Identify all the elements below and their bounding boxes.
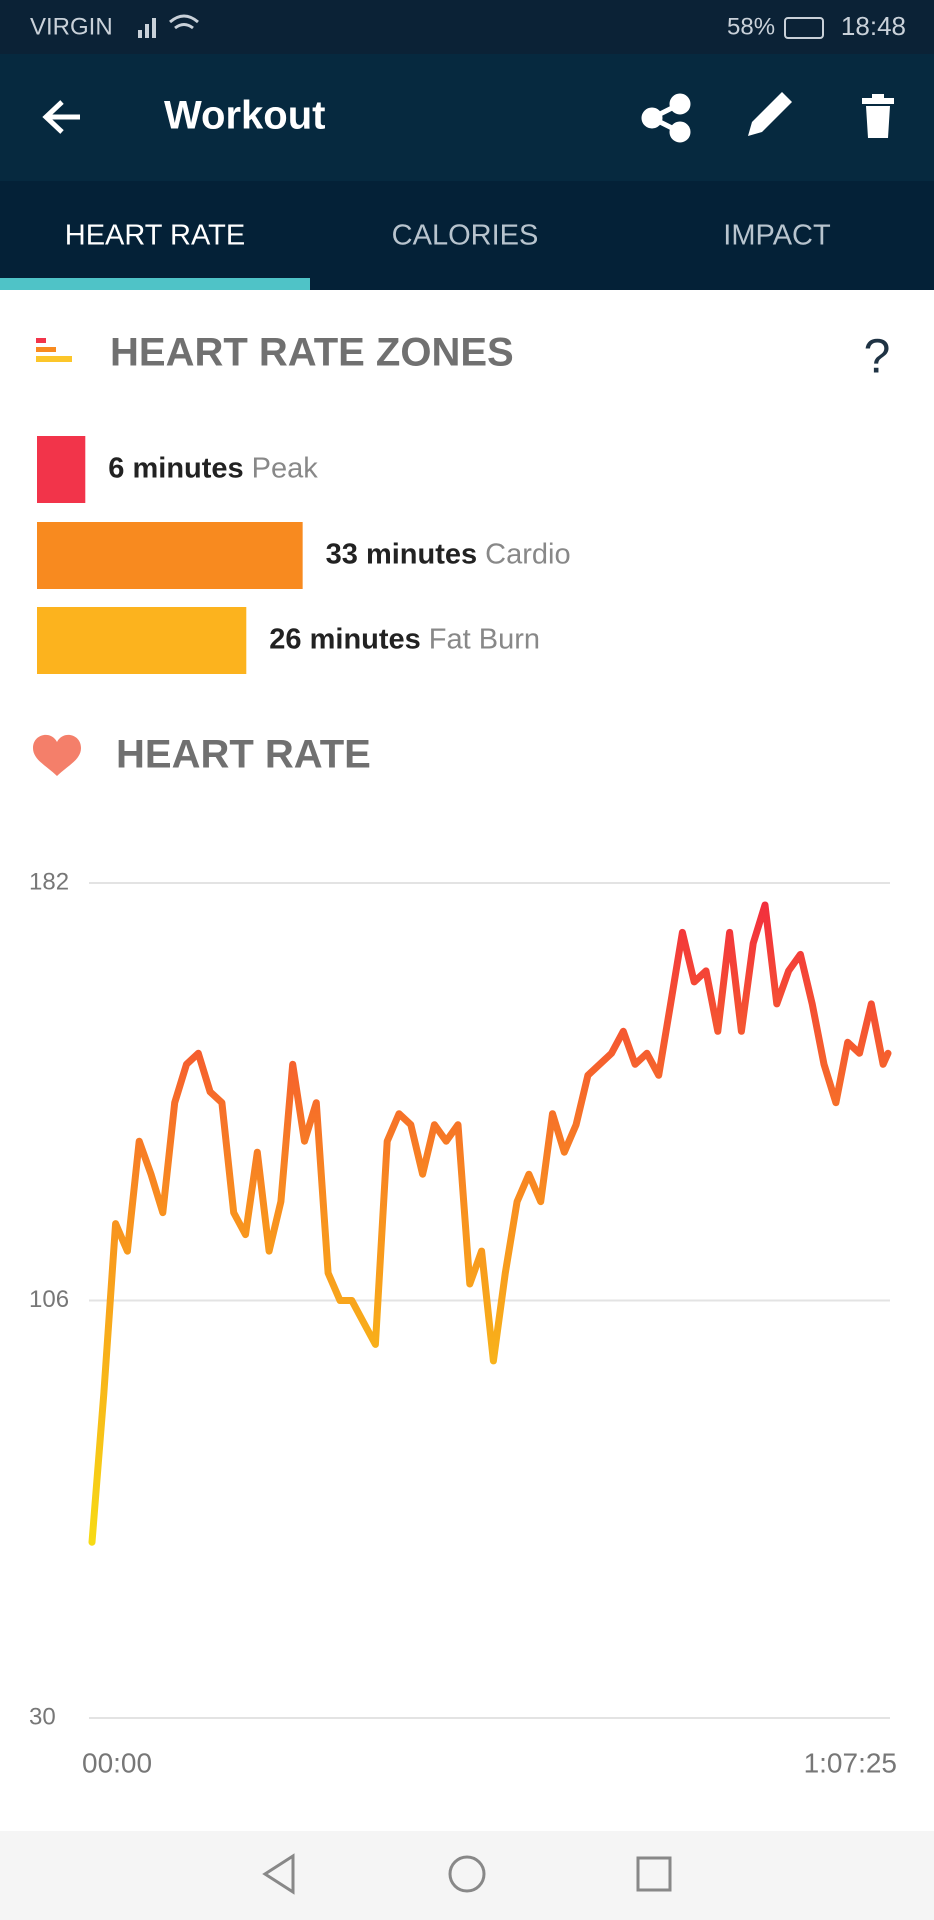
x-tick-label: 1:07:25 [804,1747,897,1778]
wifi-icon [169,14,199,30]
carrier: VIRGIN [30,13,113,40]
toolbar [0,54,934,181]
zone-minutes: 26 minutes [269,623,421,655]
tab[interactable]: HEART RATE [65,220,246,252]
nav-back[interactable] [262,1853,295,1895]
zone-minutes: 6 minutes [108,452,243,484]
heart-icon [33,734,81,776]
clock: 18:48 [841,11,906,41]
zone-label: 26 minutes Fat Burn [269,623,540,655]
zone-label: 6 minutes Peak [108,452,318,484]
nav-bar [0,1831,934,1920]
zone-bar [37,522,303,589]
toolbar-title: Workout [164,94,325,138]
status-bar [0,0,934,54]
tab-bar [0,181,934,290]
heart-rate-line [88,901,892,1546]
zone-label: 33 minutes Cardio [326,538,571,570]
signal-icon [138,18,156,38]
tab[interactable]: CALORIES [392,220,539,252]
x-tick-label: 00:00 [82,1747,152,1778]
tab-indicator [0,278,310,290]
zone-bar [37,436,86,503]
battery-level: 58% [727,13,775,40]
section-title: HEART RATE ZONES [110,331,514,375]
tab[interactable]: IMPACT [723,220,831,252]
zone-minutes: 33 minutes [326,538,478,570]
help-button[interactable]: ? [864,331,891,384]
zone-name: Fat Burn [429,623,540,655]
nav-recents[interactable] [636,1856,672,1892]
zone-name: Cardio [485,538,570,570]
back-button[interactable] [42,100,80,134]
zone-name: Peak [252,452,319,484]
zone-bar [37,607,247,674]
y-tick-label: 182 [29,868,69,895]
section-title: HEART RATE [116,733,371,777]
edit-button[interactable] [748,92,792,136]
y-tick-label: 106 [29,1286,69,1313]
battery-icon [784,17,824,39]
zones-icon [36,338,72,362]
nav-home[interactable] [448,1855,486,1893]
y-tick-label: 30 [29,1703,56,1730]
share-button[interactable] [641,93,691,143]
delete-button[interactable] [862,94,894,138]
